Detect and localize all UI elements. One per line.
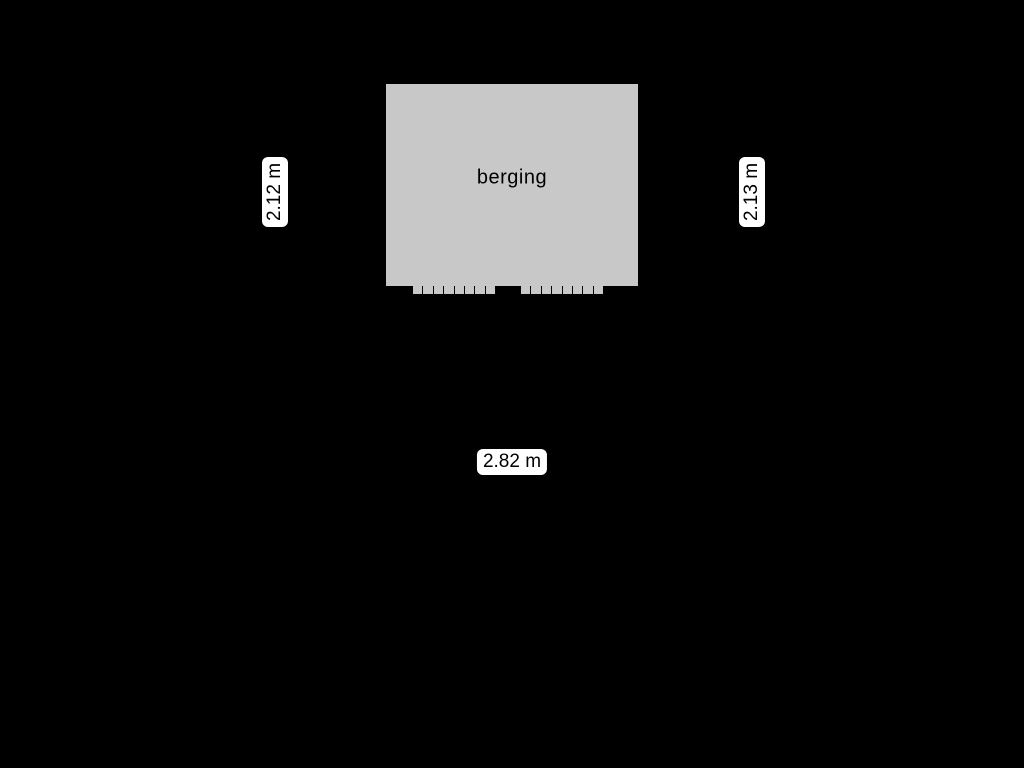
room-label-berging: berging xyxy=(477,167,547,190)
door-hatch-1 xyxy=(412,286,496,294)
dimension-bottom: 2.82 m xyxy=(477,449,547,475)
floorplan-canvas: berging 2.12 m 2.13 m 2.82 m xyxy=(0,0,1024,768)
dimension-left: 2.12 m xyxy=(262,157,288,227)
dimension-right: 2.13 m xyxy=(739,157,765,227)
door-hatch-2 xyxy=(520,286,604,294)
